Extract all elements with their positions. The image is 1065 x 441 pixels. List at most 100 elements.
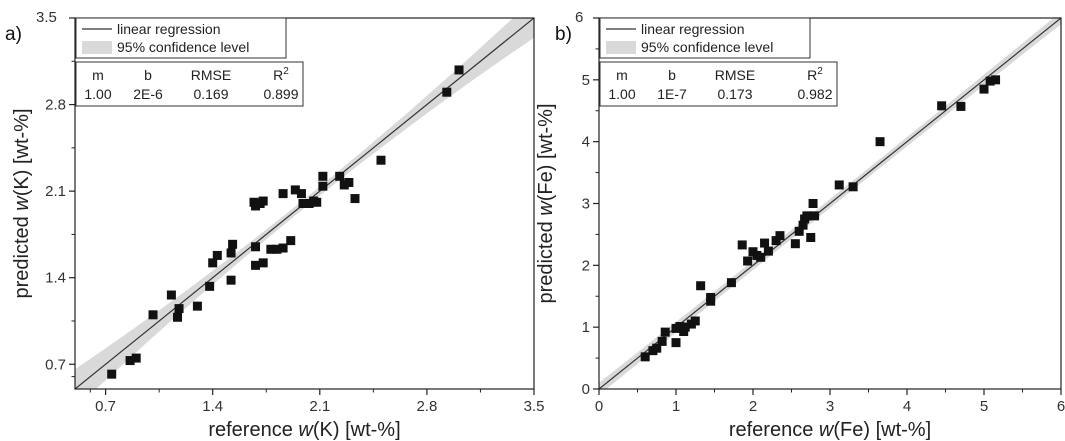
legend: linear regression 95% confidence level xyxy=(599,17,811,59)
data-point xyxy=(304,199,314,208)
data-point xyxy=(298,199,308,208)
data-point xyxy=(756,252,766,262)
y-tick-label: 4 xyxy=(582,134,590,151)
data-point xyxy=(226,275,236,285)
data-point xyxy=(991,75,1001,85)
data-point xyxy=(251,201,261,211)
y-axis-label: predicted w(K) [wt-%] xyxy=(11,108,33,298)
data-point xyxy=(296,189,306,199)
data-point xyxy=(798,220,808,230)
data-point xyxy=(272,244,282,254)
stats-header: RMSE xyxy=(191,67,231,83)
y-tick-label: 2.8 xyxy=(45,97,66,114)
data-point xyxy=(640,352,650,362)
x-tick-label: 6 xyxy=(1057,398,1065,415)
y-axis-label-part: w xyxy=(535,200,557,216)
stats-table: m b RMSE R2 1.00 2E-6 0.169 0.899 xyxy=(75,61,304,107)
data-point xyxy=(454,65,464,75)
x-axis-label-part: (Fe) [wt-%] xyxy=(833,419,931,441)
x-axis-label: reference w(K) [wt-%] xyxy=(208,419,400,441)
data-point xyxy=(760,238,770,248)
panel-label: a) xyxy=(5,24,22,45)
data-point xyxy=(657,336,667,346)
data-point xyxy=(107,369,117,379)
data-point xyxy=(335,171,345,181)
y-tick-label: 0 xyxy=(582,381,590,398)
data-point xyxy=(848,182,858,192)
plot-frame xyxy=(74,17,535,390)
data-point xyxy=(660,327,670,337)
data-point xyxy=(258,258,268,268)
stats-header: b xyxy=(144,67,152,83)
data-point xyxy=(174,304,184,314)
legend: linear regression 95% confidence level xyxy=(75,17,287,59)
data-point xyxy=(205,281,215,291)
stats-header: R2 xyxy=(273,66,289,83)
data-point xyxy=(318,171,328,181)
data-point xyxy=(875,137,885,147)
y-tick-label: 3.5 xyxy=(36,9,57,26)
y-tick-label: 2.1 xyxy=(45,183,66,200)
legend-band-label: 95% confidence level xyxy=(641,39,773,55)
data-point xyxy=(937,101,947,111)
data-point xyxy=(131,353,141,363)
plot-area xyxy=(599,18,1061,389)
stats-value: 2E-6 xyxy=(133,86,163,102)
data-point xyxy=(173,312,183,322)
stats-value: 1E-7 xyxy=(657,86,687,102)
data-point xyxy=(706,292,716,302)
stats-table: m b RMSE R2 1.00 1E-7 0.173 0.982 xyxy=(599,61,838,107)
stats-header-superscript: 2 xyxy=(817,66,823,77)
y-tick-label: 2 xyxy=(582,257,590,274)
data-point xyxy=(979,84,989,94)
legend-band-label: 95% confidence level xyxy=(117,39,249,55)
data-point xyxy=(344,177,354,187)
y-tick-label: 6 xyxy=(575,9,583,26)
stats-header: m xyxy=(92,67,104,83)
data-point xyxy=(376,155,386,165)
data-point xyxy=(318,181,328,191)
x-axis-label-part: reference xyxy=(729,419,819,441)
y-axis-label: predicted w(Fe) [wt-%] xyxy=(535,103,557,303)
stats-header-part: R xyxy=(273,67,283,83)
data-point xyxy=(794,226,804,236)
data-point xyxy=(442,87,452,97)
y-axis-label-part: (K) [wt-%] xyxy=(11,108,33,196)
stats-value: 0.173 xyxy=(717,86,752,102)
data-point xyxy=(290,185,300,195)
x-axis-label-part: reference xyxy=(208,419,298,441)
panel-label: b) xyxy=(555,24,572,45)
stats-header: b xyxy=(668,67,676,83)
plot-area xyxy=(75,18,534,389)
stats-box xyxy=(75,61,304,107)
legend-line-label: linear regression xyxy=(117,21,221,37)
stats-header-superscript: 2 xyxy=(283,66,289,77)
stats-box xyxy=(599,61,838,107)
x-tick-label: 1 xyxy=(672,398,680,415)
data-point xyxy=(251,260,261,270)
stats-value: 0.982 xyxy=(797,86,832,102)
data-point xyxy=(696,281,706,291)
data-point xyxy=(726,278,736,288)
data-point xyxy=(671,338,681,348)
x-tick-label: 0.7 xyxy=(95,398,116,415)
data-point xyxy=(802,211,812,221)
stats-header: RMSE xyxy=(715,67,755,83)
y-axis-label-part: predicted xyxy=(11,211,33,299)
x-tick-label: 3.5 xyxy=(524,398,545,415)
x-axis-label-part: w xyxy=(819,419,835,441)
y-axis-label-part: predicted xyxy=(535,216,557,304)
data-point xyxy=(806,233,816,243)
data-point xyxy=(675,322,685,332)
data-point xyxy=(166,290,176,300)
y-axis-label-part: w xyxy=(11,195,33,211)
data-point xyxy=(743,256,753,266)
legend-band-swatch xyxy=(82,41,112,54)
data-point xyxy=(763,246,773,256)
y-axis-label-part: (Fe) [wt-%] xyxy=(535,103,557,201)
data-point xyxy=(148,310,158,320)
data-point xyxy=(810,211,820,221)
data-point xyxy=(125,356,135,366)
data-point xyxy=(258,196,268,206)
